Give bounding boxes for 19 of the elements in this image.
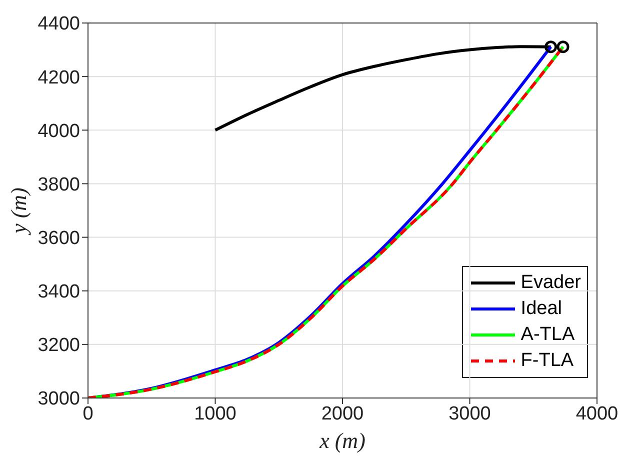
x-tick-label: 0 xyxy=(82,403,94,424)
y-tick-label: 3400 xyxy=(38,282,80,303)
legend-label: Evader xyxy=(520,271,581,295)
y-tick-label: 3600 xyxy=(38,228,80,250)
x-tick-label: 2000 xyxy=(321,403,364,424)
x-tick-label: 3000 xyxy=(448,403,491,424)
y-tick-label: 3000 xyxy=(38,388,80,410)
x-tick-label: 1000 xyxy=(194,403,236,424)
legend-label: Ideal xyxy=(520,297,562,321)
y-tick-label: 4000 xyxy=(38,120,80,142)
x-axis-title: x (m) xyxy=(318,428,366,453)
y-tick-label: 3200 xyxy=(38,335,80,356)
y-tick-label: 4400 xyxy=(38,14,80,35)
y-tick-label: 4200 xyxy=(38,67,80,88)
y-tick-label: 3800 xyxy=(38,174,80,196)
legend-label: F-TLA xyxy=(520,349,574,373)
x-tick-label: 4000 xyxy=(576,403,618,424)
legend-label: A-TLA xyxy=(520,323,575,347)
y-axis-title: y (m) xyxy=(6,188,31,236)
